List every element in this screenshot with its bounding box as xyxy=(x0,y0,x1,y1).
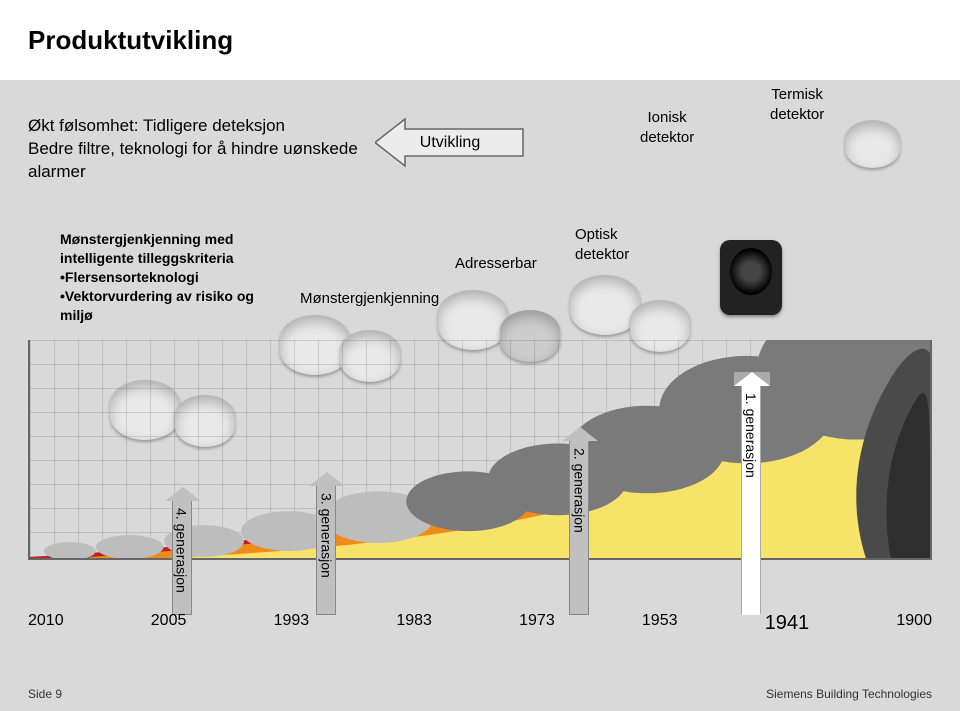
generation-bar-3: 3. generasjon xyxy=(308,485,344,615)
generation-label-1: 1. generasjon xyxy=(743,393,759,478)
pattern-recognition-block: Mønstergjenkjenning med intelligente til… xyxy=(60,230,290,324)
timeline-year: 1973 xyxy=(519,612,555,635)
timeline-year: 2005 xyxy=(151,612,187,635)
generation-label-4: 4. generasjon xyxy=(174,508,190,593)
title-bar: Produktutvikling xyxy=(0,0,960,80)
timeline-year: 1953 xyxy=(642,612,678,635)
label-optisk-detektor: Optisk detektor xyxy=(575,225,629,264)
timeline-axis: 2010 2005 1993 1983 1973 1953 1941 1900 xyxy=(28,612,932,635)
generation-bar-2: 2. generasjon xyxy=(561,440,597,615)
mg-bullet-2: •Vektorvurdering av risiko og miljø xyxy=(60,287,290,325)
generation-bar-1: 1. generasjon xyxy=(733,385,769,615)
timeline-year: 2010 xyxy=(28,612,64,635)
generation-label-2: 2. generasjon xyxy=(571,448,587,533)
mg-heading: Mønstergjenkjenning med intelligente til… xyxy=(60,230,290,268)
mg-bullet-1: •Flersensorteknologi xyxy=(60,268,290,287)
subtitle-line-1: Økt følsomhet: Tidligere deteksjon xyxy=(28,115,358,138)
generation-bar-4: 4. generasjon xyxy=(164,500,200,615)
footer-company: Siemens Building Technologies xyxy=(766,687,932,701)
label-termisk-detektor: Termisk detektor xyxy=(770,85,824,124)
timeline-year: 1983 xyxy=(396,612,432,635)
generation-label-3: 3. generasjon xyxy=(318,493,334,578)
timeline-year: 1900 xyxy=(896,612,932,635)
detector-image-termisk xyxy=(845,120,900,168)
subtitle: Økt følsomhet: Tidligere deteksjon Bedre… xyxy=(28,115,358,184)
subtitle-line-2: Bedre filtre, teknologi for å hindre uøn… xyxy=(28,138,358,184)
timeline-year: 1993 xyxy=(274,612,310,635)
timeline-year: 1941 xyxy=(765,612,810,635)
evolution-chart: 4. generasjon 3. generasjon 2. generasjo… xyxy=(28,340,932,560)
detector-image-ionisk xyxy=(720,240,782,315)
label-adresserbar: Adresserbar xyxy=(455,255,537,272)
utvikling-arrow-label: Utvikling xyxy=(375,115,525,170)
utvikling-arrow: Utvikling xyxy=(375,115,525,170)
slide-footer: Side 9 Siemens Building Technologies xyxy=(28,687,932,701)
label-ionisk-detektor: Ionisk detektor xyxy=(640,108,694,147)
page-title: Produktutvikling xyxy=(28,25,233,56)
footer-page-number: Side 9 xyxy=(28,687,62,701)
label-monstergjenkjenning: Mønstergjenkjenning xyxy=(300,290,439,307)
